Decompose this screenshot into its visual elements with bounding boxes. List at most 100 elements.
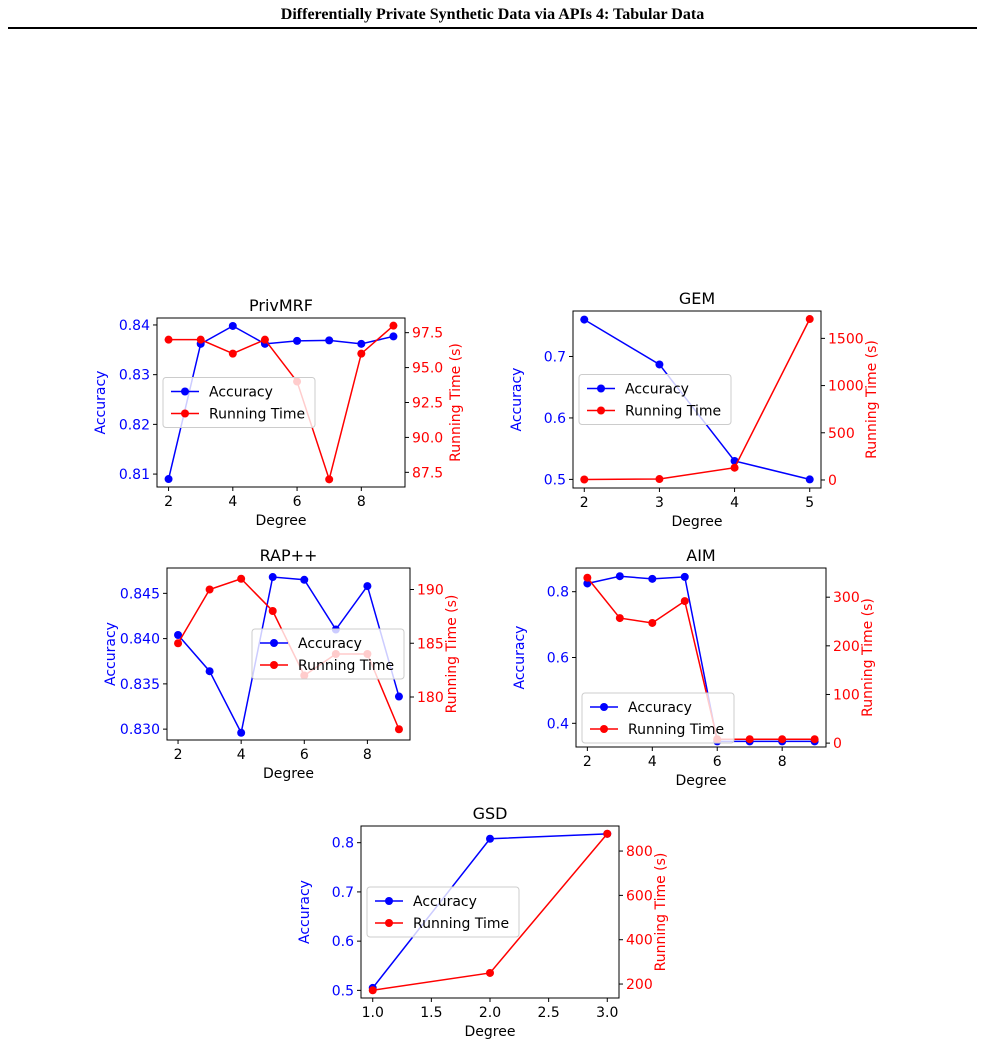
chart-title: AIM (686, 546, 715, 565)
accuracy-point (394, 692, 403, 701)
chart-title: PrivMRF (249, 296, 313, 315)
plot-frame (166, 567, 411, 741)
subplot-privmrf: PrivMRF 2 4 6 8 Degree 0.81 0.82 0.83 0.84 Accurac… (93, 296, 464, 529)
accuracy-series-line (587, 575, 815, 743)
y-left-tick-label: 0.82 (119, 417, 150, 433)
running-time-point (368, 986, 377, 995)
x-axis-label: Degree (465, 1024, 516, 1040)
y-left-tick-label: 0.830 (120, 722, 160, 738)
y-right-axis-label: Running Time (s) (860, 598, 876, 717)
running-time-point (268, 607, 277, 615)
y-left-axis-label: Accuracy (509, 368, 525, 432)
running-time-point (778, 735, 787, 744)
y-right-tick-label: 180 (417, 690, 444, 706)
y-left-tick-label: 0.5 (544, 472, 566, 488)
x-tick-label: 2 (164, 494, 173, 510)
y-right-tick-label: 1500 (828, 331, 864, 347)
accuracy-point (237, 728, 246, 737)
plot-frame (156, 317, 406, 488)
y-right-tick-label: 97.5 (412, 326, 443, 342)
running-time-point (583, 573, 592, 582)
plot-frame (360, 825, 620, 999)
subplot-rappp: RAP++ 2 4 6 8 Degree 0.830 0.835 0.840 0.845 Accur… (103, 546, 460, 782)
legend-swatch-marker (270, 639, 278, 647)
legend-swatch-marker (385, 919, 393, 927)
legend-label: Accuracy (298, 636, 362, 652)
y-right-tick-label: 300 (833, 590, 860, 606)
x-tick-label: 2.0 (479, 1005, 501, 1021)
accuracy-point (486, 834, 494, 843)
x-tick-label: 6 (713, 754, 722, 770)
x-tick-label: 8 (357, 494, 366, 510)
y-left-tick-label: 0.840 (120, 632, 160, 648)
legend-swatch-marker (597, 406, 605, 415)
running-time-point (228, 349, 237, 358)
running-time-series-line (168, 325, 394, 482)
x-tick-label: 5 (805, 495, 814, 511)
running-time-point (205, 585, 214, 594)
y-left-tick-label: 0.835 (120, 677, 160, 693)
legend-swatch-marker (181, 409, 189, 418)
legend-label: Running Time (413, 916, 509, 932)
legend: Accuracy Running Time (162, 377, 316, 428)
y-right-tick-label: 100 (833, 687, 860, 703)
y-right-tick-label: 800 (626, 844, 653, 860)
chart-title: RAP++ (260, 546, 318, 565)
x-axis-label: Degree (672, 514, 723, 530)
y-right-tick-label: 0 (828, 473, 837, 489)
running-time-point (580, 475, 589, 484)
page-header: Differentially Private Synthetic Data vi… (0, 0, 985, 30)
accuracy-point (164, 475, 173, 484)
accuracy-point (293, 336, 302, 345)
subplot-gem: GEM 2 3 4 5 Degree 0.5 0.6 0.7 Accuracy 0 500 1000 15… (509, 289, 880, 530)
running-time-point (260, 335, 269, 344)
legend-label: Running Time (298, 658, 394, 674)
legend-swatch-marker (385, 897, 393, 905)
x-axis-label: Degree (263, 766, 314, 782)
y-left-axis-label: Accuracy (103, 622, 119, 686)
legend-label: Accuracy (209, 385, 273, 401)
running-time-point (603, 829, 612, 838)
subplot-gsd: GSD 1.0 1.5 2.0 2.5 3.0 Degree 0.5 0.6 0.7 0.8 Accu… (297, 804, 669, 1040)
x-tick-label: 2.5 (538, 1005, 560, 1021)
legend-box (581, 692, 735, 744)
running-time-point (730, 463, 739, 472)
accuracy-point (268, 573, 277, 582)
x-tick-label: 4 (730, 495, 739, 511)
running-time-point (394, 725, 403, 734)
x-tick-label: 3 (655, 495, 664, 511)
legend-swatch-marker (270, 661, 278, 669)
running-time-point (805, 315, 814, 324)
y-left-axis-label: Accuracy (297, 880, 313, 944)
subplot-aim: AIM 2 4 6 8 Degree 0.4 0.6 0.8 Accuracy 0 100 200 300… (512, 546, 876, 789)
x-tick-label: 4 (648, 754, 657, 770)
accuracy-point (205, 667, 214, 676)
legend-swatch-marker (597, 384, 605, 393)
legend: Accuracy Running Time (366, 886, 520, 938)
legend-label: Running Time (628, 722, 724, 738)
legend-label: Running Time (209, 407, 305, 423)
y-left-tick-label: 0.83 (119, 368, 150, 384)
y-right-tick-label: 90.0 (412, 430, 443, 446)
x-tick-label: 1.5 (420, 1005, 442, 1021)
chart-title: GEM (679, 289, 715, 308)
y-left-tick-label: 0.5 (332, 983, 354, 999)
y-right-tick-label: 400 (626, 933, 653, 949)
plot-frame (575, 567, 827, 748)
x-tick-label: 4 (237, 747, 246, 763)
y-right-tick-label: 92.5 (412, 396, 443, 412)
y-right-tick-label: 200 (626, 977, 653, 993)
accuracy-point (648, 574, 657, 583)
x-axis-label: Degree (256, 513, 307, 529)
header-rule (8, 27, 977, 29)
running-time-point (237, 574, 246, 583)
accuracy-point (580, 315, 589, 324)
y-right-tick-label: 95.0 (412, 361, 443, 377)
legend-box (162, 377, 316, 428)
y-left-tick-label: 0.7 (332, 885, 354, 901)
running-time-point (648, 618, 657, 627)
y-left-axis-label: Accuracy (93, 371, 109, 435)
accuracy-point (300, 575, 309, 584)
y-left-tick-label: 0.7 (544, 349, 566, 365)
accuracy-point (583, 579, 592, 588)
